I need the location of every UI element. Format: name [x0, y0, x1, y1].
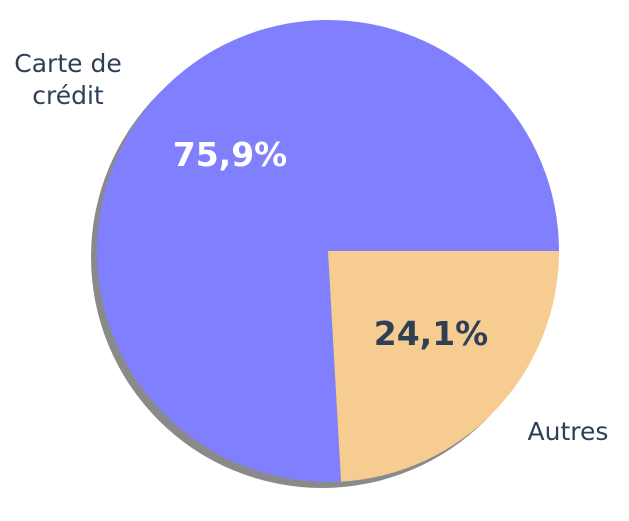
slice-value-label-autres: 24,1%	[374, 314, 489, 353]
slice-value-label-carte-de-credit: 75,9%	[173, 135, 288, 174]
pie-slice-autres	[328, 251, 559, 482]
slice-category-label-autres: Autres	[528, 417, 609, 446]
pie-value-labels: 75,9% 24,1%	[173, 135, 489, 353]
slice-category-label-carte-de-credit-line2: crédit	[32, 81, 104, 110]
pie-category-labels: Carte de crédit Autres	[14, 49, 608, 446]
pie-slices	[97, 20, 559, 482]
slice-category-label-carte-de-credit-line1: Carte de	[14, 49, 121, 78]
